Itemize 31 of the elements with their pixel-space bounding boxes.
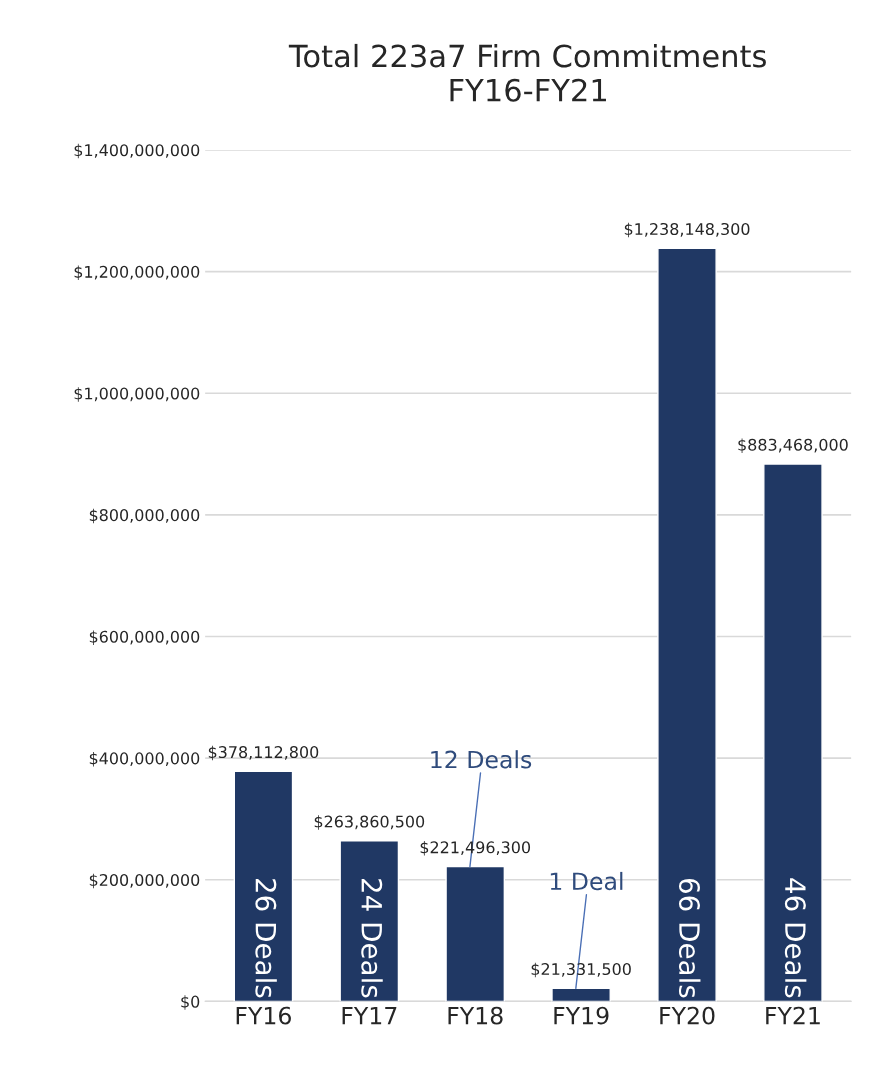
- y-tick-label: $1,000,000,000: [74, 387, 200, 402]
- bar: [763, 463, 823, 1002]
- x-tick-label: FY16: [236, 1006, 291, 1025]
- y-tick-label: $600,000,000: [89, 630, 200, 645]
- data-label: $378,112,800: [208, 745, 319, 761]
- x-tick-label: FY19: [554, 1006, 609, 1025]
- bar: [339, 840, 400, 1002]
- annotation: 12 Deals: [431, 750, 532, 769]
- x-tick-label: FY20: [660, 1006, 715, 1025]
- bar: [233, 770, 294, 1002]
- bar: [551, 987, 611, 1002]
- bar: [445, 865, 506, 1002]
- annotation: 1 Deal: [550, 871, 623, 891]
- x-tick-label: FY17: [342, 1006, 397, 1025]
- annotation: 26 Deals: [255, 879, 277, 998]
- y-tick-label: $1,200,000,000: [74, 265, 200, 280]
- chart-title: Total 223a7 Firm Commitments FY16-FY21: [288, 43, 766, 102]
- x-tick-label: FY21: [766, 1006, 820, 1025]
- y-tick-label: $800,000,000: [89, 508, 200, 524]
- data-label: $883,468,000: [738, 438, 848, 453]
- y-tick-label: $1,400,000,000: [74, 143, 200, 159]
- annotation: 24 Deals: [361, 879, 383, 998]
- bar: [657, 247, 717, 1002]
- data-label: $263,860,500: [314, 815, 425, 830]
- x-tick-label: FY18: [448, 1006, 503, 1025]
- y-tick-label: $0: [181, 995, 200, 1010]
- data-label: $1,238,148,300: [624, 222, 750, 238]
- y-tick-label: $200,000,000: [89, 873, 200, 889]
- y-tick-label: $400,000,000: [89, 752, 200, 767]
- annotation: 66 Deals: [678, 878, 701, 998]
- annotation: 46 Deals: [784, 878, 807, 998]
